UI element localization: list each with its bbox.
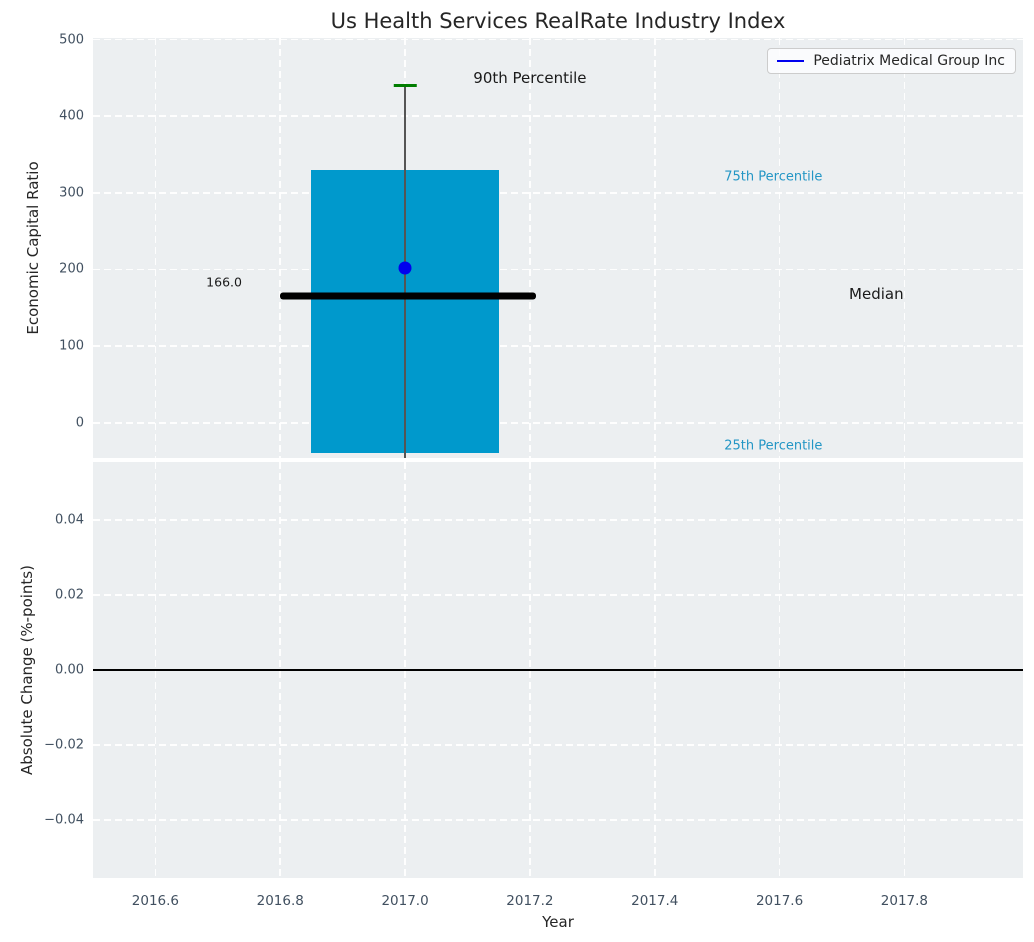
zero-reference-line (93, 669, 1023, 671)
gridline-horizontal (93, 38, 1023, 41)
y-tick-label: 200 (59, 261, 84, 277)
chart-title: Us Health Services RealRate Industry Ind… (330, 9, 786, 33)
legend-label: Pediatrix Medical Group Inc (813, 53, 1005, 69)
y-tick-label: 100 (59, 338, 84, 354)
x-tick-label: 2017.0 (381, 893, 429, 909)
gridline-vertical (279, 38, 282, 458)
annotation-median: Median (849, 284, 904, 303)
gridline-horizontal (93, 345, 1023, 347)
gridline-horizontal (93, 421, 1023, 424)
gridline-horizontal (93, 115, 1023, 117)
y-tick-label: 300 (59, 185, 84, 201)
annotation-25th-percentile: 25th Percentile (724, 438, 823, 454)
y-tick-label: −0.02 (44, 737, 84, 753)
x-axis-label-year: Year (542, 913, 574, 931)
annotation-90th-percentile: 90th Percentile (473, 68, 587, 87)
gridline-vertical (529, 38, 531, 458)
y-tick-label: 0.00 (55, 662, 84, 678)
top-axes-economic-capital-ratio: 90th Percentile 75th Percentile Median 25th… (93, 38, 1023, 458)
gridline-vertical (778, 38, 781, 458)
legend: Pediatrix Medical Group Inc (767, 48, 1016, 74)
gridline-horizontal (93, 268, 1023, 271)
x-tick-label: 2017.2 (506, 893, 554, 909)
gridline-horizontal (93, 819, 1023, 821)
gridline-horizontal (93, 191, 1023, 194)
x-tick-label: 2017.4 (631, 893, 679, 909)
gridline-vertical (653, 38, 656, 458)
p90-cap-marker (393, 84, 417, 88)
x-tick-label: 2017.6 (755, 893, 804, 909)
y-tick-label: 400 (59, 108, 84, 124)
gridline-horizontal (93, 744, 1023, 746)
y-tick-label: 0 (75, 415, 84, 431)
x-tick-label: 2016.8 (256, 893, 304, 909)
series-point (398, 261, 412, 275)
gridline-vertical (903, 38, 906, 458)
annotation-166-0: 166.0 (206, 274, 242, 290)
legend-line-icon (777, 59, 805, 63)
x-tick-label: 2016.6 (131, 893, 180, 909)
y-tick-label: 0.04 (55, 512, 84, 528)
y-tick-label: 0.02 (55, 587, 84, 603)
bottom-axes-absolute-change (93, 462, 1023, 878)
annotation-75th-percentile: 75th Percentile (724, 169, 823, 185)
y-tick-label: 500 (59, 32, 84, 48)
y-tick-label: −0.04 (44, 812, 84, 828)
gridline-vertical (154, 38, 157, 458)
gridline-horizontal (93, 519, 1023, 521)
gridline-horizontal (93, 594, 1023, 596)
median-line (280, 292, 537, 300)
x-tick-label: 2017.8 (880, 893, 929, 909)
